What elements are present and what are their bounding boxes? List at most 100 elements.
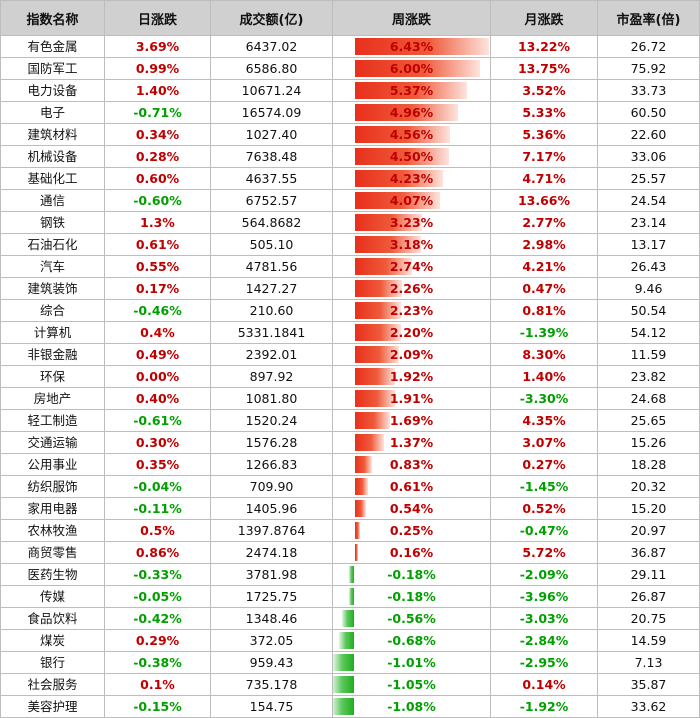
cell-monthly-change: 5.36% xyxy=(490,123,598,146)
cell-weekly-change: 0.61% xyxy=(332,475,491,498)
cell-weekly-change: 4.56% xyxy=(332,123,491,146)
cell-pe-ratio: 26.43 xyxy=(597,255,700,278)
cell-pe-ratio: 33.73 xyxy=(597,79,700,102)
header-index-name[interactable]: 指数名称 xyxy=(0,0,105,36)
table-row[interactable]: 汽车 0.55% 4781.56 2.74% 4.21% 26.43 xyxy=(0,255,700,278)
table-row[interactable]: 煤炭 0.29% 372.05 -0.68% -2.84% 14.59 xyxy=(0,629,700,652)
table-row[interactable]: 通信 -0.60% 6752.57 4.07% 13.66% 24.54 xyxy=(0,189,700,212)
weekly-change-bar xyxy=(355,368,395,385)
header-volume[interactable]: 成交额(亿) xyxy=(210,0,333,36)
table-row[interactable]: 交通运输 0.30% 1576.28 1.37% 3.07% 15.26 xyxy=(0,431,700,454)
cell-daily-change: -0.38% xyxy=(104,651,211,674)
header-monthly-change[interactable]: 月涨跌 xyxy=(490,0,598,36)
cell-weekly-change: 2.23% xyxy=(332,299,491,322)
table-row[interactable]: 基础化工 0.60% 4637.55 4.23% 4.71% 25.57 xyxy=(0,167,700,190)
cell-monthly-change: 0.14% xyxy=(490,673,598,696)
cell-index-name: 纺织服饰 xyxy=(0,475,105,498)
cell-index-name: 房地产 xyxy=(0,387,105,410)
cell-index-name: 汽车 xyxy=(0,255,105,278)
table-row[interactable]: 建筑材料 0.34% 1027.40 4.56% 5.36% 22.60 xyxy=(0,123,700,146)
table-row[interactable]: 机械设备 0.28% 7638.48 4.50% 7.17% 33.06 xyxy=(0,145,700,168)
cell-weekly-change: -0.56% xyxy=(332,607,491,630)
table-row[interactable]: 计算机 0.4% 5331.1841 2.20% -1.39% 54.12 xyxy=(0,321,700,344)
cell-daily-change: -0.33% xyxy=(104,563,211,586)
weekly-change-value: 0.54% xyxy=(389,501,434,516)
header-pe-ratio[interactable]: 市盈率(倍) xyxy=(597,0,700,36)
cell-monthly-change: 0.27% xyxy=(490,453,598,476)
cell-volume: 3781.98 xyxy=(210,563,333,586)
cell-pe-ratio: 50.54 xyxy=(597,299,700,322)
table-row[interactable]: 钢铁 1.3% 564.8682 3.23% 2.77% 23.14 xyxy=(0,211,700,234)
table-row[interactable]: 电子 -0.71% 16574.09 4.96% 5.33% 60.50 xyxy=(0,101,700,124)
table-row[interactable]: 家用电器 -0.11% 1405.96 0.54% 0.52% 15.20 xyxy=(0,497,700,520)
header-weekly-change[interactable]: 周涨跌 xyxy=(332,0,491,36)
weekly-change-value: 2.23% xyxy=(389,303,434,318)
cell-volume: 210.60 xyxy=(210,299,333,322)
cell-daily-change: 0.5% xyxy=(104,519,211,542)
cell-weekly-change: 4.07% xyxy=(332,189,491,212)
weekly-change-value: -1.05% xyxy=(387,677,436,692)
cell-index-name: 非银金融 xyxy=(0,343,105,366)
table-row[interactable]: 建筑装饰 0.17% 1427.27 2.26% 0.47% 9.46 xyxy=(0,277,700,300)
cell-daily-change: 0.99% xyxy=(104,57,211,80)
weekly-change-bar xyxy=(355,258,413,275)
cell-pe-ratio: 22.60 xyxy=(597,123,700,146)
weekly-change-bar xyxy=(355,214,423,231)
weekly-change-value: 1.92% xyxy=(389,369,434,384)
weekly-change-bar xyxy=(355,236,422,253)
table-row[interactable]: 美容护理 -0.15% 154.75 -1.08% -1.92% 33.62 xyxy=(0,695,700,718)
table-row[interactable]: 环保 0.00% 897.92 1.92% 1.40% 23.82 xyxy=(0,365,700,388)
cell-monthly-change: -0.47% xyxy=(490,519,598,542)
cell-weekly-change: 6.43% xyxy=(332,35,491,58)
table-row[interactable]: 医药生物 -0.33% 3781.98 -0.18% -2.09% 29.11 xyxy=(0,563,700,586)
cell-pe-ratio: 33.62 xyxy=(597,695,700,718)
cell-pe-ratio: 18.28 xyxy=(597,453,700,476)
table-row[interactable]: 银行 -0.38% 959.43 -1.01% -2.95% 7.13 xyxy=(0,651,700,674)
table-row[interactable]: 非银金融 0.49% 2392.01 2.09% 8.30% 11.59 xyxy=(0,343,700,366)
cell-monthly-change: 13.22% xyxy=(490,35,598,58)
table-row[interactable]: 有色金属 3.69% 6437.02 6.43% 13.22% 26.72 xyxy=(0,35,700,58)
weekly-change-value: 1.69% xyxy=(389,413,434,428)
cell-index-name: 传媒 xyxy=(0,585,105,608)
cell-index-name: 煤炭 xyxy=(0,629,105,652)
table-row[interactable]: 房地产 0.40% 1081.80 1.91% -3.30% 24.68 xyxy=(0,387,700,410)
table-row[interactable]: 商贸零售 0.86% 2474.18 0.16% 5.72% 36.87 xyxy=(0,541,700,564)
weekly-change-value: -0.18% xyxy=(387,589,436,604)
table-row[interactable]: 纺织服饰 -0.04% 709.90 0.61% -1.45% 20.32 xyxy=(0,475,700,498)
cell-pe-ratio: 20.75 xyxy=(597,607,700,630)
cell-monthly-change: 2.77% xyxy=(490,211,598,234)
cell-volume: 897.92 xyxy=(210,365,333,388)
cell-pe-ratio: 9.46 xyxy=(597,277,700,300)
cell-daily-change: 0.28% xyxy=(104,145,211,168)
cell-monthly-change: -2.95% xyxy=(490,651,598,674)
weekly-change-bar xyxy=(355,346,399,363)
cell-daily-change: 0.49% xyxy=(104,343,211,366)
table-row[interactable]: 综合 -0.46% 210.60 2.23% 0.81% 50.54 xyxy=(0,299,700,322)
cell-volume: 959.43 xyxy=(210,651,333,674)
cell-index-name: 通信 xyxy=(0,189,105,212)
cell-pe-ratio: 35.87 xyxy=(597,673,700,696)
cell-weekly-change: 0.16% xyxy=(332,541,491,564)
weekly-change-value: 1.37% xyxy=(389,435,434,450)
cell-monthly-change: -3.03% xyxy=(490,607,598,630)
cell-daily-change: -0.42% xyxy=(104,607,211,630)
table-row[interactable]: 轻工制造 -0.61% 1520.24 1.69% 4.35% 25.65 xyxy=(0,409,700,432)
cell-volume: 372.05 xyxy=(210,629,333,652)
cell-daily-change: 0.61% xyxy=(104,233,211,256)
table-row[interactable]: 公用事业 0.35% 1266.83 0.83% 0.27% 18.28 xyxy=(0,453,700,476)
cell-monthly-change: 8.30% xyxy=(490,343,598,366)
table-row[interactable]: 社会服务 0.1% 735.178 -1.05% 0.14% 35.87 xyxy=(0,673,700,696)
table-row[interactable]: 食品饮料 -0.42% 1348.46 -0.56% -3.03% 20.75 xyxy=(0,607,700,630)
table-row[interactable]: 电力设备 1.40% 10671.24 5.37% 3.52% 33.73 xyxy=(0,79,700,102)
cell-daily-change: -0.71% xyxy=(104,101,211,124)
table-row[interactable]: 石油石化 0.61% 505.10 3.18% 2.98% 13.17 xyxy=(0,233,700,256)
cell-daily-change: -0.15% xyxy=(104,695,211,718)
table-row[interactable]: 传媒 -0.05% 1725.75 -0.18% -3.96% 26.87 xyxy=(0,585,700,608)
table-row[interactable]: 农林牧渔 0.5% 1397.8764 0.25% -0.47% 20.97 xyxy=(0,519,700,542)
header-daily-change[interactable]: 日涨跌 xyxy=(104,0,211,36)
cell-weekly-change: 2.20% xyxy=(332,321,491,344)
cell-pe-ratio: 23.82 xyxy=(597,365,700,388)
weekly-change-bar xyxy=(355,434,384,451)
weekly-change-bar xyxy=(355,82,467,99)
table-row[interactable]: 国防军工 0.99% 6586.80 6.00% 13.75% 75.92 xyxy=(0,57,700,80)
